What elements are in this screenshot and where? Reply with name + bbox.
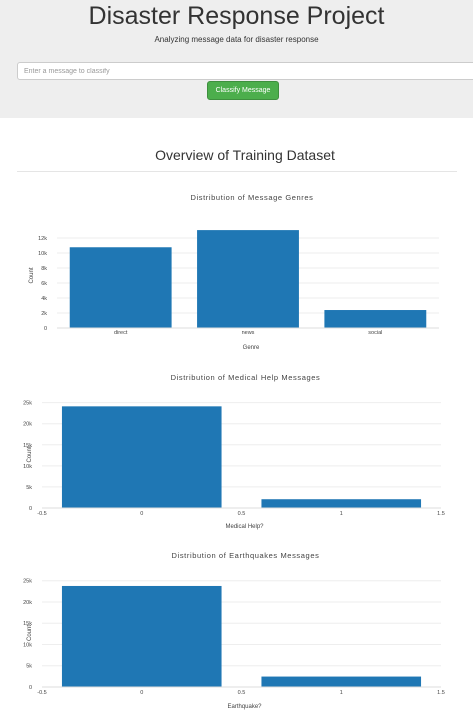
y-tick-label: 6k <box>41 281 47 287</box>
y-tick-label: 0 <box>44 326 47 332</box>
x-axis-label: Genre <box>243 345 260 351</box>
message-input[interactable] <box>17 62 473 80</box>
x-tick-label: 1 <box>340 690 343 696</box>
bar <box>261 676 422 687</box>
y-tick-label: 0 <box>29 685 32 691</box>
y-tick-label: 4k <box>41 296 47 302</box>
chart-title: Distribution of Medical Help Messages <box>171 373 321 382</box>
y-tick-label: 15k <box>23 443 32 449</box>
x-tick-label: direct <box>114 330 128 336</box>
y-axis-label: Count <box>27 625 33 641</box>
y-tick-label: 10k <box>38 251 47 257</box>
genre-chart: Distribution of Message Genres 0 2k 4k 6k 8k 1… <box>29 193 439 351</box>
y-tick-label: 5k <box>26 485 32 491</box>
x-tick-label: 1.5 <box>437 690 445 696</box>
y-tick-label: 0 <box>29 506 32 512</box>
x-tick-label: 1.5 <box>437 511 445 517</box>
y-tick-label: 20k <box>23 600 32 606</box>
y-tick-label: 12k <box>38 236 47 242</box>
section-divider <box>17 171 457 172</box>
y-tick-label: 8k <box>41 266 47 272</box>
chart-title: Distribution of Message Genres <box>190 193 313 202</box>
classify-message-button[interactable]: Classify Message <box>207 81 279 100</box>
earthquake-chart: Distribution of Earthquakes Messages 0 5k 1… <box>23 551 445 710</box>
y-tick-label: 2k <box>41 311 47 317</box>
y-tick-label: 25k <box>23 579 32 585</box>
x-tick-label: -0.5 <box>37 690 46 696</box>
bar <box>61 406 222 508</box>
y-axis-label: Count <box>29 267 35 283</box>
y-tick-label: 5k <box>26 664 32 670</box>
y-tick-label: 10k <box>23 464 32 470</box>
x-tick-label: 0.5 <box>238 690 246 696</box>
bar <box>197 230 299 328</box>
bar <box>61 585 222 687</box>
chart-title: Distribution of Earthquakes Messages <box>172 551 320 560</box>
medical-help-chart: Distribution of Medical Help Messages 0 5k… <box>23 373 445 530</box>
x-tick-label: social <box>368 330 382 336</box>
page-title: Disaster Response Project <box>88 2 385 30</box>
page-subtitle: Analyzing message data for disaster resp… <box>154 35 319 44</box>
x-tick-label: 1 <box>340 511 343 517</box>
x-tick-label: news <box>242 330 255 336</box>
y-tick-label: 15k <box>23 621 32 627</box>
bar <box>324 310 427 328</box>
x-tick-label: 0 <box>140 511 143 517</box>
jumbotron: Disaster Response Project Analyzing mess… <box>0 0 473 118</box>
x-axis-label: Medical Help? <box>225 524 264 530</box>
y-axis-label: Count <box>27 446 33 462</box>
y-tick-label: 10k <box>23 642 32 648</box>
y-tick-label: 25k <box>23 401 32 407</box>
bar <box>261 499 422 508</box>
x-tick-label: 0 <box>140 690 143 696</box>
bar <box>69 247 172 328</box>
x-tick-label: 0.5 <box>238 511 246 517</box>
x-tick-label: -0.5 <box>37 511 46 517</box>
x-axis-label: Earthquake? <box>227 704 262 710</box>
section-title: Overview of Training Dataset <box>155 147 335 163</box>
y-tick-label: 20k <box>23 422 32 428</box>
